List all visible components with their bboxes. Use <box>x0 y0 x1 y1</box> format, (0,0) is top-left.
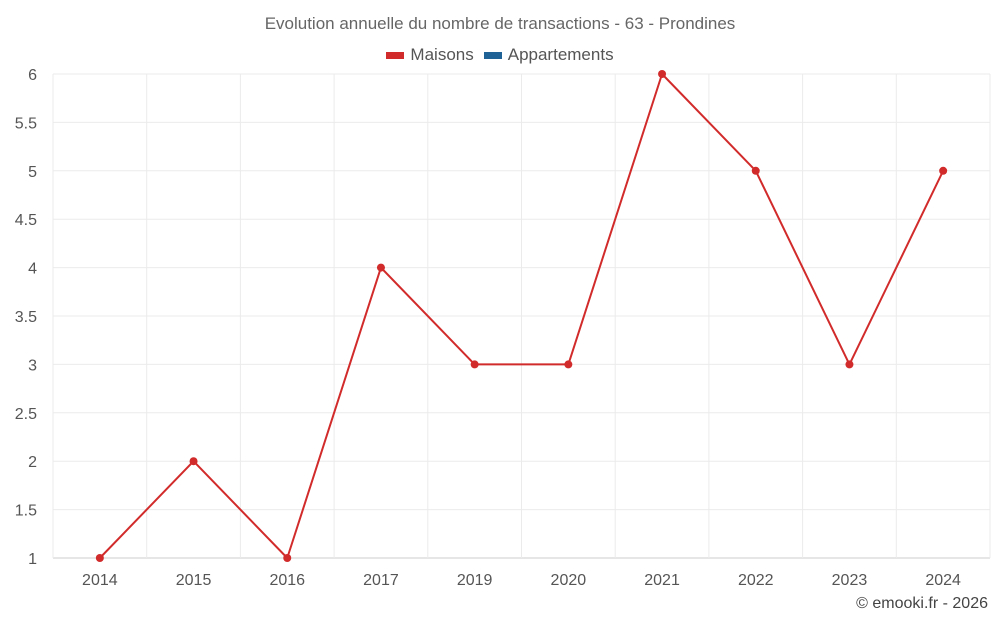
y-tick-label: 2 <box>28 454 37 471</box>
legend-item-appartements[interactable]: Appartements <box>483 45 614 65</box>
data-point <box>939 166 948 175</box>
legend-swatch-maisons <box>386 51 405 59</box>
y-tick-label: 3.5 <box>15 309 37 326</box>
copyright-credit: © emooki.fr - 2026 <box>856 595 988 612</box>
data-point <box>658 70 667 78</box>
data-point <box>95 554 104 562</box>
y-tick-label: 5 <box>28 164 37 181</box>
y-tick-label: 4.5 <box>15 212 37 229</box>
y-tick-label: 1 <box>28 551 37 568</box>
x-tick-label: 2020 <box>551 572 587 589</box>
x-tick-label: 2017 <box>363 572 399 589</box>
y-tick-label: 3 <box>28 357 37 374</box>
chart-title: Evolution annuelle du nombre de transact… <box>264 14 736 33</box>
y-tick-label: 1.5 <box>15 503 37 520</box>
data-point <box>845 360 854 369</box>
x-tick-label: 2022 <box>738 572 774 589</box>
x-tick-label: 2019 <box>457 572 493 589</box>
y-tick-label: 4 <box>28 261 37 278</box>
chart-legend: Maisons Appartements <box>0 45 1000 65</box>
legend-item-maisons[interactable]: Maisons <box>386 45 474 65</box>
x-tick-label: 2023 <box>832 572 868 589</box>
x-tick-label: 2015 <box>176 572 212 589</box>
data-point <box>189 457 198 466</box>
data-point <box>283 554 292 562</box>
x-tick-label: 2024 <box>925 572 961 589</box>
data-point <box>751 166 760 175</box>
x-tick-label: 2016 <box>269 572 305 589</box>
legend-swatch-appartements <box>483 51 502 59</box>
series-line-maisons <box>99 73 945 559</box>
y-tick-label: 6 <box>28 67 37 84</box>
legend-label-maisons: Maisons <box>410 45 474 64</box>
x-tick-label: 2014 <box>82 572 118 589</box>
x-tick-label: 2021 <box>644 572 680 589</box>
data-point <box>564 360 573 369</box>
data-point <box>470 360 479 369</box>
legend-label-appartements: Appartements <box>507 45 614 64</box>
y-tick-label: 5.5 <box>15 115 37 132</box>
data-point <box>376 263 385 272</box>
y-tick-label: 2.5 <box>15 406 37 423</box>
